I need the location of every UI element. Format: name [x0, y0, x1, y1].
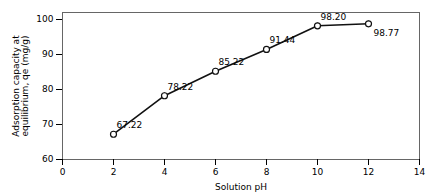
svg-text:0: 0 [60, 167, 66, 177]
svg-text:98.77: 98.77 [374, 28, 400, 38]
svg-text:67.22: 67.22 [117, 120, 143, 130]
svg-text:6: 6 [213, 167, 219, 177]
svg-text:90: 90 [42, 49, 54, 59]
svg-text:2: 2 [111, 167, 117, 177]
svg-text:14: 14 [414, 167, 426, 177]
svg-text:85.22: 85.22 [219, 57, 245, 67]
svg-text:78.22: 78.22 [168, 82, 194, 92]
svg-text:100: 100 [36, 14, 53, 24]
svg-text:4: 4 [162, 167, 168, 177]
svg-text:8: 8 [264, 167, 270, 177]
svg-text:Solution pH: Solution pH [215, 182, 267, 192]
svg-text:98.20: 98.20 [321, 12, 347, 22]
svg-text:80: 80 [42, 84, 54, 94]
svg-text:10: 10 [312, 167, 324, 177]
svg-text:Adsorption capacity atequilibr: Adsorption capacity atequilibrium, qe (m… [11, 35, 30, 137]
svg-text:70: 70 [42, 119, 54, 129]
svg-text:12: 12 [363, 167, 374, 177]
svg-text:60: 60 [42, 154, 54, 164]
svg-text:91.44: 91.44 [270, 35, 296, 45]
